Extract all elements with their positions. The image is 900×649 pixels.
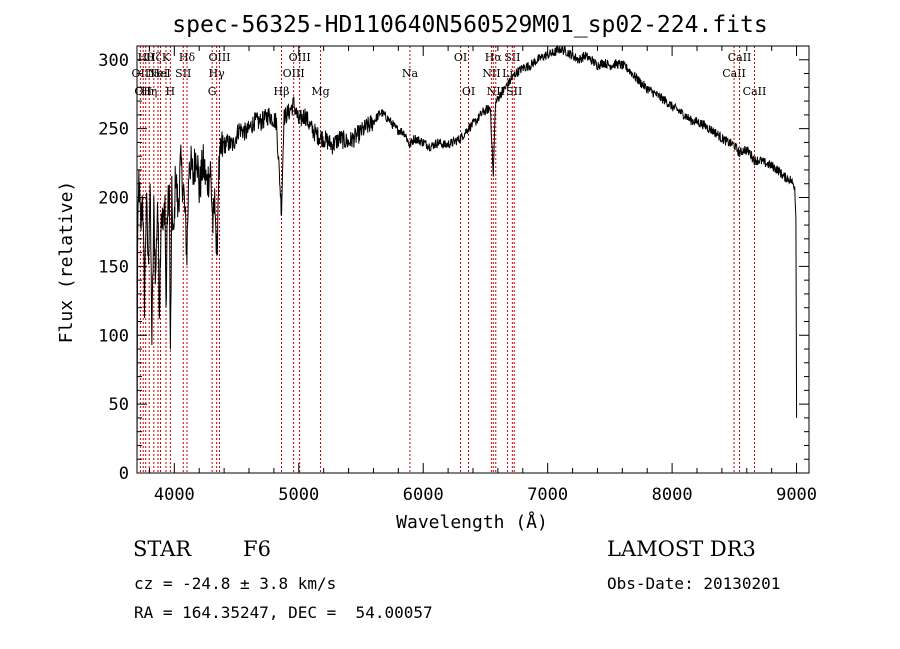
line-marker-label: Hα bbox=[485, 51, 503, 64]
x-tick-label: 5000 bbox=[278, 485, 319, 505]
line-marker-label: Li bbox=[502, 67, 513, 80]
sky-coordinates: RA = 164.35247, DEC = 54.00057 bbox=[134, 603, 433, 622]
line-marker-label: Hη bbox=[141, 85, 157, 98]
line-marker-label: H bbox=[166, 85, 176, 98]
line-marker-label: OII bbox=[134, 85, 152, 98]
plot-frame bbox=[136, 45, 810, 474]
y-tick-label: 100 bbox=[98, 326, 129, 346]
emission-line-markers: OIIOIIHθHηHζNeIHeIKHSIIHδGHγOIIIHβOIIIOI… bbox=[132, 46, 767, 473]
line-marker-label: Hζ bbox=[146, 51, 162, 64]
object-class: STAR bbox=[133, 537, 192, 561]
line-marker-label: Hβ bbox=[274, 85, 290, 98]
line-marker-label: SII bbox=[506, 85, 522, 98]
line-marker-label: NeI bbox=[148, 67, 168, 80]
y-tick-label: 200 bbox=[98, 189, 129, 209]
line-marker-label: CaII bbox=[722, 67, 746, 80]
line-marker-label: Na bbox=[402, 67, 419, 80]
x-axis: 4000 5000 6000 7000 8000 9000 bbox=[148, 46, 817, 505]
line-marker-label: Hγ bbox=[209, 67, 226, 80]
y-tick-label: 300 bbox=[98, 51, 129, 71]
line-marker-label: HeI bbox=[150, 67, 170, 80]
chart-title: spec-56325-HD110640N560529M01_sp02-224.f… bbox=[172, 12, 767, 38]
observation-date: Obs-Date: 20130201 bbox=[607, 574, 781, 593]
line-marker-label: OI bbox=[462, 85, 475, 98]
x-axis-label: Wavelength (Å) bbox=[396, 511, 548, 533]
line-marker-label: Hθ bbox=[138, 51, 155, 64]
object-subclass: F6 bbox=[243, 537, 271, 561]
line-marker-label: Hδ bbox=[179, 51, 196, 64]
x-tick-label: 4000 bbox=[154, 485, 195, 505]
line-marker-label: OIII bbox=[283, 67, 305, 80]
x-tick-label: 8000 bbox=[652, 485, 693, 505]
line-marker-label: Mg bbox=[311, 85, 329, 98]
y-tick-label: 0 bbox=[119, 464, 129, 484]
line-marker-label: OIII bbox=[289, 51, 311, 64]
line-marker-label: OI bbox=[454, 51, 467, 64]
line-marker-label: OIII bbox=[208, 51, 230, 64]
line-marker-label: SII bbox=[175, 67, 191, 80]
redshift-velocity: cz = -24.8 ± 3.8 km/s bbox=[134, 574, 337, 593]
survey-name: LAMOST DR3 bbox=[607, 537, 756, 561]
spectrum-series bbox=[136, 44, 798, 467]
y-tick-label: 250 bbox=[98, 120, 129, 140]
line-marker-label: NII bbox=[482, 67, 500, 80]
x-tick-label: 9000 bbox=[776, 485, 817, 505]
y-tick-label: 150 bbox=[98, 257, 129, 277]
spectrum-line bbox=[136, 44, 798, 467]
y-tick-label: 50 bbox=[109, 395, 129, 415]
line-marker-label: G bbox=[208, 85, 217, 98]
line-marker-label: CaII bbox=[743, 85, 767, 98]
x-tick-label: 7000 bbox=[527, 485, 568, 505]
y-axis: 0 50 100 150 200 250 300 bbox=[98, 45, 809, 484]
x-tick-label: 6000 bbox=[403, 485, 444, 505]
line-marker-label: SII bbox=[504, 51, 520, 64]
line-marker-label: K bbox=[162, 51, 171, 64]
line-marker-label: CaII bbox=[728, 51, 752, 64]
y-axis-label: Flux (relative) bbox=[56, 181, 77, 344]
